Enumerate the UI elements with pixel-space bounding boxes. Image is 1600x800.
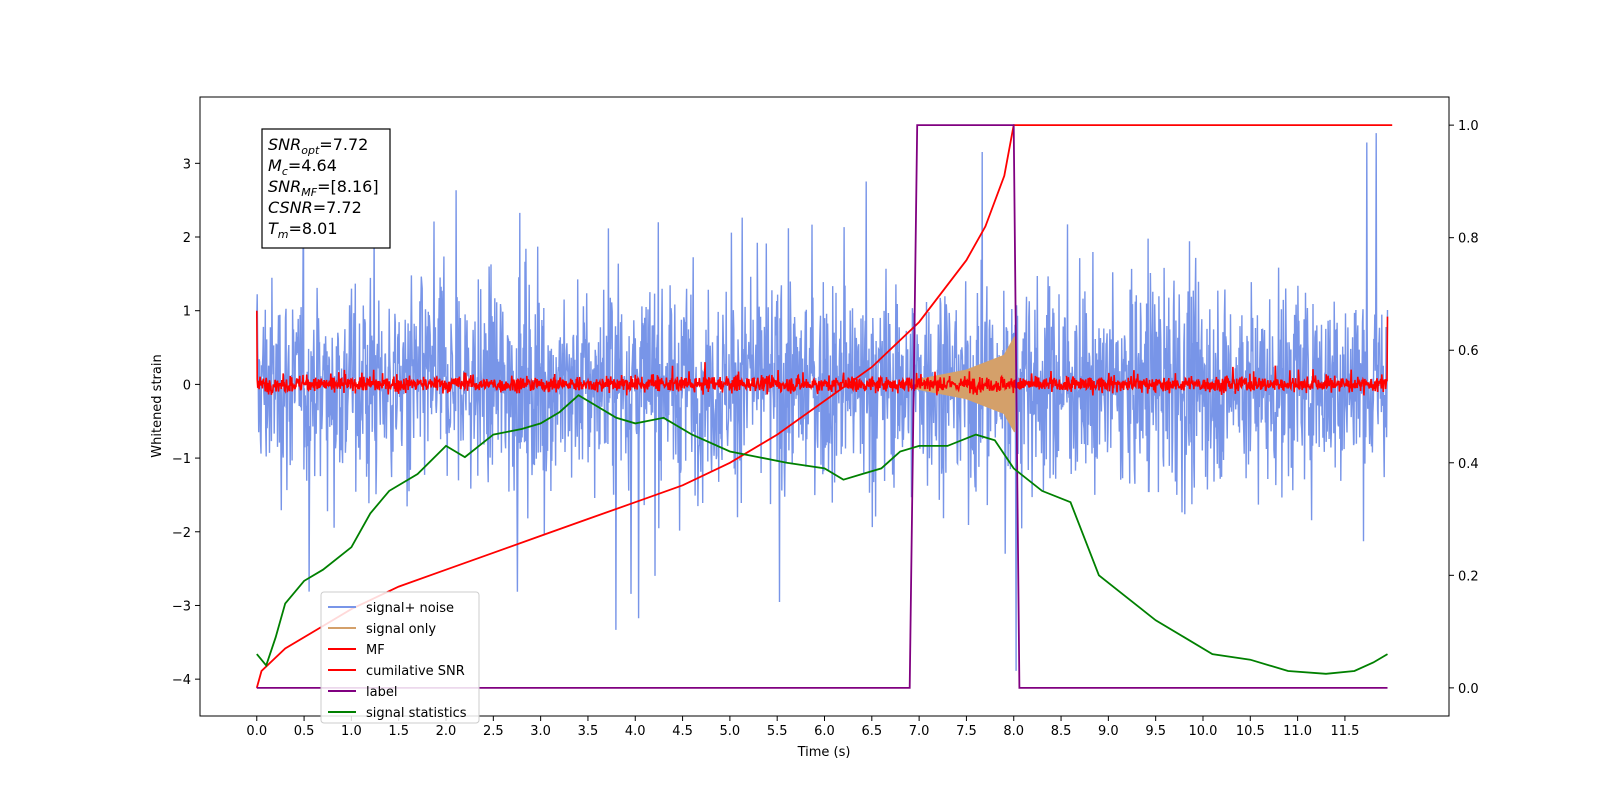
y-axis-left: 3 2 1 0 −1 −2 −3 −4 — [172, 157, 200, 688]
x-tick-label: 5.0 — [720, 724, 741, 739]
legend-entry-label: cumilative SNR — [366, 664, 465, 679]
y2-tick-label: 1.0 — [1458, 119, 1479, 134]
series-mf-line — [256, 310, 1389, 396]
legend-entry-label: signal only — [366, 622, 436, 637]
y2-tick-label: 0.8 — [1458, 232, 1479, 247]
x-tick-label: 9.5 — [1145, 724, 1166, 739]
x-tick-label: 0.0 — [246, 724, 267, 739]
y-axis-label: Whitened strain — [150, 354, 165, 457]
x-tick-label: 6.0 — [814, 724, 835, 739]
x-axis-label: Time (s) — [797, 745, 851, 760]
annotation-symbol: SNR — [268, 135, 301, 154]
x-tick-label: 8.5 — [1051, 724, 1072, 739]
legend-entry-label: MF — [366, 643, 385, 658]
x-tick-label: 1.5 — [388, 724, 409, 739]
legend-entry-label: label — [366, 685, 397, 700]
y-tick-label: −2 — [172, 526, 191, 541]
annotation-value: =8.01 — [289, 219, 338, 238]
legend-entry-label: signal statistics — [366, 706, 467, 721]
annotation-frame — [261, 128, 391, 249]
x-tick-label: 4.5 — [672, 724, 693, 739]
annotation-subscript: opt — [301, 144, 320, 157]
annotation-subscript: MF — [301, 186, 317, 199]
annotation-symbol: CSNR — [268, 198, 313, 217]
y-tick-label: −4 — [172, 673, 191, 688]
x-tick-label: 10.5 — [1236, 724, 1265, 739]
y-tick-label: −1 — [172, 452, 191, 467]
annotation-value: =4.64 — [288, 156, 337, 175]
y2-tick-label: 0.6 — [1458, 344, 1479, 359]
legend-entry-label: signal+ noise — [366, 601, 454, 616]
x-tick-label: 10.0 — [1189, 724, 1218, 739]
legend-frame — [320, 591, 480, 724]
x-tick-label: 11.5 — [1330, 724, 1359, 739]
x-tick-label: 1.0 — [341, 724, 362, 739]
y-tick-label: 0 — [183, 378, 191, 393]
annotation-symbol: SNR — [268, 177, 301, 196]
y-tick-label: 3 — [183, 157, 191, 172]
x-tick-label: 7.0 — [909, 724, 930, 739]
x-tick-label: 11.0 — [1283, 724, 1312, 739]
series-signal-noise-line — [256, 133, 1389, 671]
x-tick-label: 9.0 — [1098, 724, 1119, 739]
x-tick-label: 2.5 — [483, 724, 504, 739]
annotation-box: SNRopt=7.72Mc=4.64SNRMF=[8.16]CSNR=7.72T… — [261, 128, 391, 249]
x-tick-label: 6.5 — [861, 724, 882, 739]
annotation-line: Mc=4.64 — [268, 156, 337, 178]
annotation-line: SNRMF=[8.16] — [268, 177, 379, 199]
y-tick-label: −3 — [172, 599, 191, 614]
x-tick-label: 3.0 — [530, 724, 551, 739]
annotation-subscript: c — [282, 165, 288, 178]
y2-tick-label: 0.2 — [1458, 569, 1479, 584]
y-tick-label: 2 — [183, 231, 191, 246]
x-tick-label: 4.0 — [625, 724, 646, 739]
x-tick-label: 3.5 — [578, 724, 599, 739]
annotation-value: =7.72 — [319, 135, 368, 154]
y2-tick-label: 0.0 — [1458, 682, 1479, 697]
annotation-line: CSNR=7.72 — [268, 198, 362, 217]
x-tick-label: 8.0 — [1003, 724, 1024, 739]
x-tick-label: 5.5 — [767, 724, 788, 739]
series-signal-statistics-line — [256, 394, 1388, 675]
annotation-symbol: T — [268, 219, 279, 238]
annotation-line: SNRopt=7.72 — [268, 135, 368, 157]
annotation-symbol: M — [268, 156, 282, 175]
annotation-line: Tm=8.01 — [268, 219, 338, 241]
y2-tick-label: 0.4 — [1458, 457, 1479, 472]
annotation-value: =[8.16] — [317, 177, 379, 196]
x-tick-label: 2.0 — [436, 724, 457, 739]
x-axis: 0.0 0.5 1.0 1.5 2.0 2.5 3.0 3.5 4.0 4.5 5.0 5.5 6.0 6… — [246, 716, 1359, 739]
y-tick-label: 1 — [183, 305, 191, 320]
legend: signal+ noise signal only MF cumilative SNR… — [320, 591, 480, 724]
x-tick-label: 0.5 — [294, 724, 315, 739]
series-label-line — [256, 124, 1388, 689]
y-axis-right: 1.0 0.8 0.6 0.4 0.2 0.0 — [1449, 119, 1479, 697]
x-tick-label: 7.5 — [956, 724, 977, 739]
annotation-subscript: m — [278, 228, 289, 241]
annotation-value: =7.72 — [313, 198, 362, 217]
